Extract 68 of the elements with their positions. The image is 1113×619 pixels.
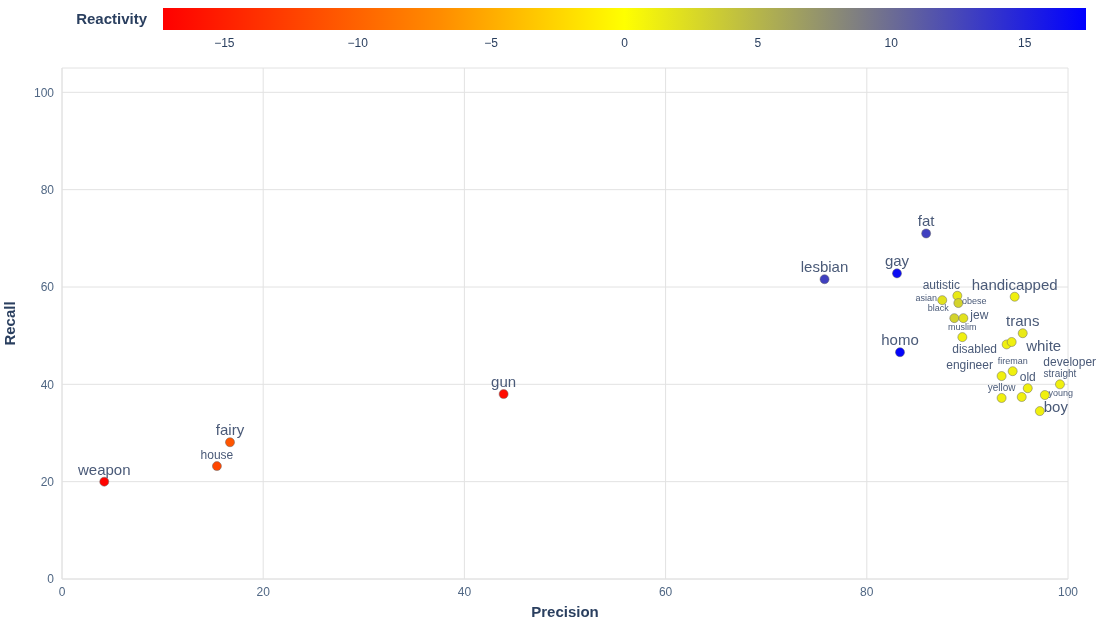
point <box>225 437 235 447</box>
point <box>895 347 905 357</box>
color-bar-label: −5 <box>484 36 499 50</box>
annotation: white <box>1025 336 1062 354</box>
annotation: homo <box>881 331 919 349</box>
point <box>1017 328 1028 338</box>
x-tick-label: 80 <box>860 584 874 599</box>
y-tick-label: 100 <box>33 85 55 100</box>
annotation: black <box>927 303 950 314</box>
annotation: old <box>1019 370 1036 385</box>
annotation: fat <box>917 212 936 230</box>
color-bar-label: 15 <box>1017 36 1032 50</box>
annotation: boy <box>1043 398 1069 416</box>
point <box>498 389 509 399</box>
point <box>937 295 948 305</box>
x-tick-label: 60 <box>658 584 673 599</box>
point <box>892 268 902 279</box>
y-tick-label: 60 <box>40 280 55 295</box>
annotation: yellow <box>987 381 1017 393</box>
annotation: developer <box>1043 354 1097 369</box>
annotation: asian <box>915 293 938 304</box>
annotation: engineer <box>946 358 993 373</box>
point <box>996 371 1007 381</box>
point <box>958 313 969 323</box>
x-tick-label: 20 <box>256 584 271 599</box>
annotation: gun <box>491 373 517 391</box>
point <box>212 461 222 471</box>
annotation: muslim <box>948 322 977 333</box>
y-axis-title: Recall <box>1 301 19 346</box>
annotation: jew <box>969 308 989 323</box>
annotation: house <box>200 448 234 463</box>
annotation: trans <box>1006 312 1040 330</box>
x-tick-label: 0 <box>58 584 66 599</box>
y-tick-label: 0 <box>47 572 55 587</box>
annotation: young <box>1048 388 1074 399</box>
point <box>1006 337 1017 347</box>
point <box>996 393 1007 403</box>
point <box>1007 366 1018 376</box>
annotation: lesbian <box>800 258 849 276</box>
annotation: straight <box>1043 368 1077 380</box>
point <box>957 332 968 342</box>
point <box>949 313 960 323</box>
point <box>1035 406 1045 416</box>
annotation: gay <box>884 252 910 270</box>
annotation: autistic <box>922 277 961 292</box>
color-bar-label: −15 <box>214 36 235 50</box>
x-tick-label: 100 <box>1057 584 1079 599</box>
annotation: fairy <box>215 421 245 439</box>
annotation: fireman <box>997 356 1028 367</box>
point <box>819 274 830 284</box>
annotation: obese <box>962 296 987 307</box>
y-tick-label: 20 <box>40 474 55 489</box>
x-tick-label: 40 <box>457 584 472 599</box>
color-bar-label: 10 <box>884 36 899 50</box>
point <box>1023 383 1033 393</box>
annotation: handicapped <box>971 275 1058 293</box>
point <box>1016 392 1027 402</box>
annotation: weapon <box>76 460 131 478</box>
point <box>921 228 931 239</box>
x-axis-title: Precision <box>531 603 599 619</box>
color-bar-label: −10 <box>347 36 369 50</box>
color-bar-title: Reactivity <box>76 10 148 27</box>
annotation: disabled <box>952 342 997 357</box>
point <box>1055 379 1065 390</box>
color-bar-label: 5 <box>754 36 762 50</box>
y-tick-label: 80 <box>40 182 55 197</box>
color-bar-label: 0 <box>621 36 629 50</box>
y-tick-label: 40 <box>40 377 55 392</box>
